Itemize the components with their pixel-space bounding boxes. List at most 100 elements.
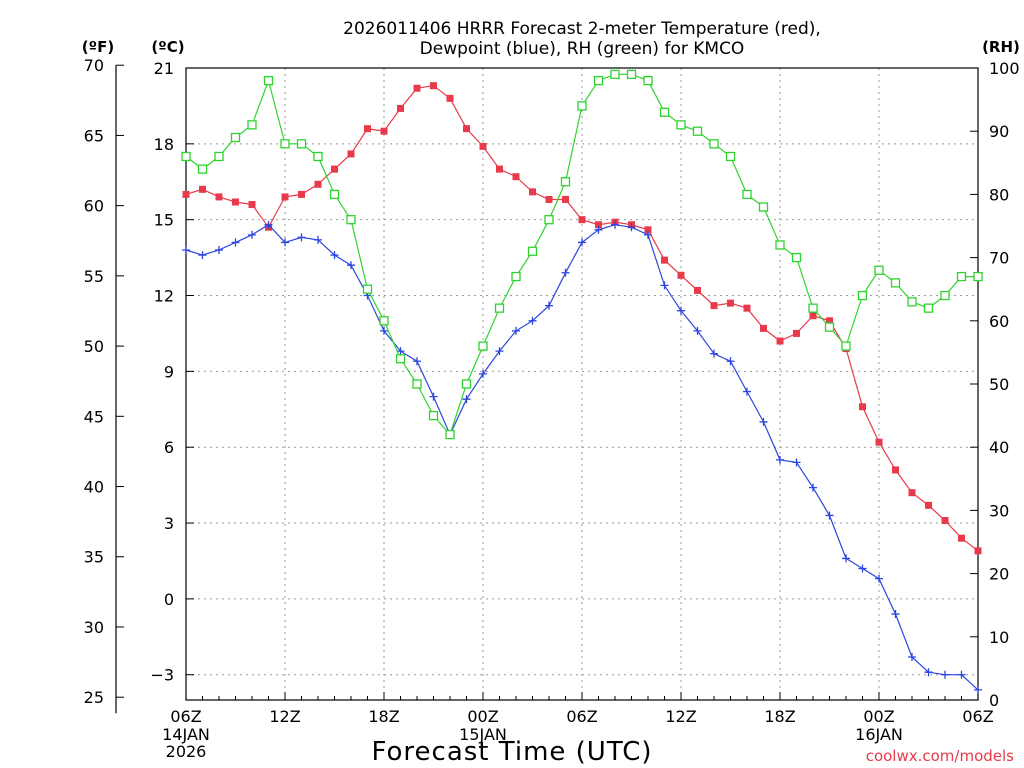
temperature-point — [413, 84, 421, 92]
rh-point — [692, 126, 703, 136]
rh-point — [709, 139, 719, 149]
rh-point — [296, 139, 307, 149]
dewpoint-point — [231, 238, 240, 247]
rh-point — [725, 151, 736, 162]
dewpoint-point — [215, 246, 223, 255]
temperature-point — [661, 256, 668, 264]
fahrenheit-tick-label: 35 — [84, 548, 104, 567]
temperature-point — [958, 534, 965, 542]
rh-point — [263, 75, 274, 86]
rh-point — [940, 290, 950, 301]
temperature-point — [430, 82, 437, 90]
celsius-tick-label: 15 — [154, 211, 174, 230]
rh-point — [527, 246, 538, 256]
temperature-point — [248, 201, 256, 209]
rh-point — [214, 151, 224, 162]
dewpoint-point — [281, 238, 289, 247]
dewpoint-point — [825, 511, 834, 520]
rh-point — [428, 410, 439, 421]
temperature-point — [694, 286, 701, 294]
dewpoint-point — [380, 326, 388, 335]
rh-tick-label: 30 — [989, 501, 1009, 520]
date-label: 15JAN — [459, 725, 507, 744]
time-tick-label: 00Z — [467, 707, 498, 726]
dewpoint-point — [479, 369, 487, 378]
rh-point — [362, 284, 373, 294]
dewpoint-point — [330, 251, 339, 260]
rh-point — [973, 271, 983, 282]
rh-point — [791, 252, 802, 263]
dewpoint-point — [627, 223, 636, 232]
celsius-tick-label: 12 — [154, 287, 174, 306]
dewpoint-point — [908, 653, 916, 662]
dewpoint-point — [561, 268, 570, 277]
celsius-tick-label: −3 — [150, 666, 174, 685]
temperature-line — [185, 85, 979, 552]
temperature-point — [974, 547, 982, 555]
dewpoint-point — [924, 668, 933, 677]
rh-point — [329, 189, 340, 200]
rh-point — [247, 120, 257, 130]
dewpoint-point — [957, 670, 966, 679]
dewpoint-point — [578, 238, 586, 247]
dewpoint-point — [842, 554, 850, 563]
dewpoint-point — [429, 392, 438, 401]
rh-point — [577, 101, 587, 111]
temperature-point — [347, 150, 355, 158]
rh-point — [379, 316, 389, 326]
dewpoint-point — [891, 610, 900, 619]
rh-point — [445, 429, 455, 440]
rh-point — [758, 202, 769, 212]
rh-tick-label: 70 — [989, 249, 1009, 268]
rh-point — [907, 297, 917, 307]
dewpoint-point — [660, 281, 669, 290]
plot-frame — [185, 67, 979, 701]
fahrenheit-tick-label: 50 — [84, 337, 104, 356]
rh-tick-label: 50 — [989, 375, 1009, 394]
fahrenheit-tick-label: 30 — [84, 618, 104, 637]
temperature-point — [545, 195, 553, 203]
temperature-point — [595, 221, 602, 229]
fahrenheit-tick-label: 45 — [84, 407, 104, 426]
temperature-point — [809, 312, 817, 320]
celsius-tick-label: 0 — [164, 590, 174, 609]
dewpoint-point — [974, 685, 982, 694]
fahrenheit-tick-label: 55 — [84, 267, 104, 286]
temperature-point — [364, 125, 371, 133]
temperature-point — [463, 125, 470, 133]
dewpoint-point — [297, 233, 306, 242]
rh-point — [395, 354, 406, 364]
temperature-point — [496, 165, 503, 173]
x-axis-title: Forecast Time (UTC) — [371, 737, 652, 767]
rh-point — [824, 322, 835, 332]
rh-point — [659, 107, 670, 117]
temperature-point — [298, 190, 305, 198]
dewpoint-point — [512, 326, 520, 335]
time-tick-label: 00Z — [863, 707, 894, 726]
dewpoint-point — [528, 316, 537, 325]
dewpoint-point — [858, 564, 867, 573]
rh-tick-label: 20 — [989, 565, 1009, 584]
rh-point — [626, 69, 637, 79]
fahrenheit-tick-label: 70 — [84, 56, 104, 75]
rh-point — [890, 278, 901, 288]
rh-point — [742, 189, 752, 200]
dewpoint-point — [545, 301, 553, 310]
rh-point — [461, 379, 472, 389]
rh-point — [923, 303, 934, 313]
temperature-point — [925, 501, 932, 509]
rh-point — [874, 265, 884, 275]
dewpoint-point — [462, 395, 471, 404]
temperature-point — [793, 329, 800, 337]
dewpoint-point — [776, 455, 784, 464]
dewpoint-point — [941, 670, 949, 679]
dewpoint-point — [594, 225, 603, 234]
dewpoint-point — [413, 357, 421, 366]
temperature-point — [892, 466, 899, 474]
celsius-tick-label: 3 — [164, 514, 174, 533]
dewpoint-point — [875, 574, 883, 583]
dewpoint-point — [743, 387, 751, 396]
celsius-tick-label: 6 — [164, 438, 174, 457]
rh-point — [478, 341, 488, 351]
